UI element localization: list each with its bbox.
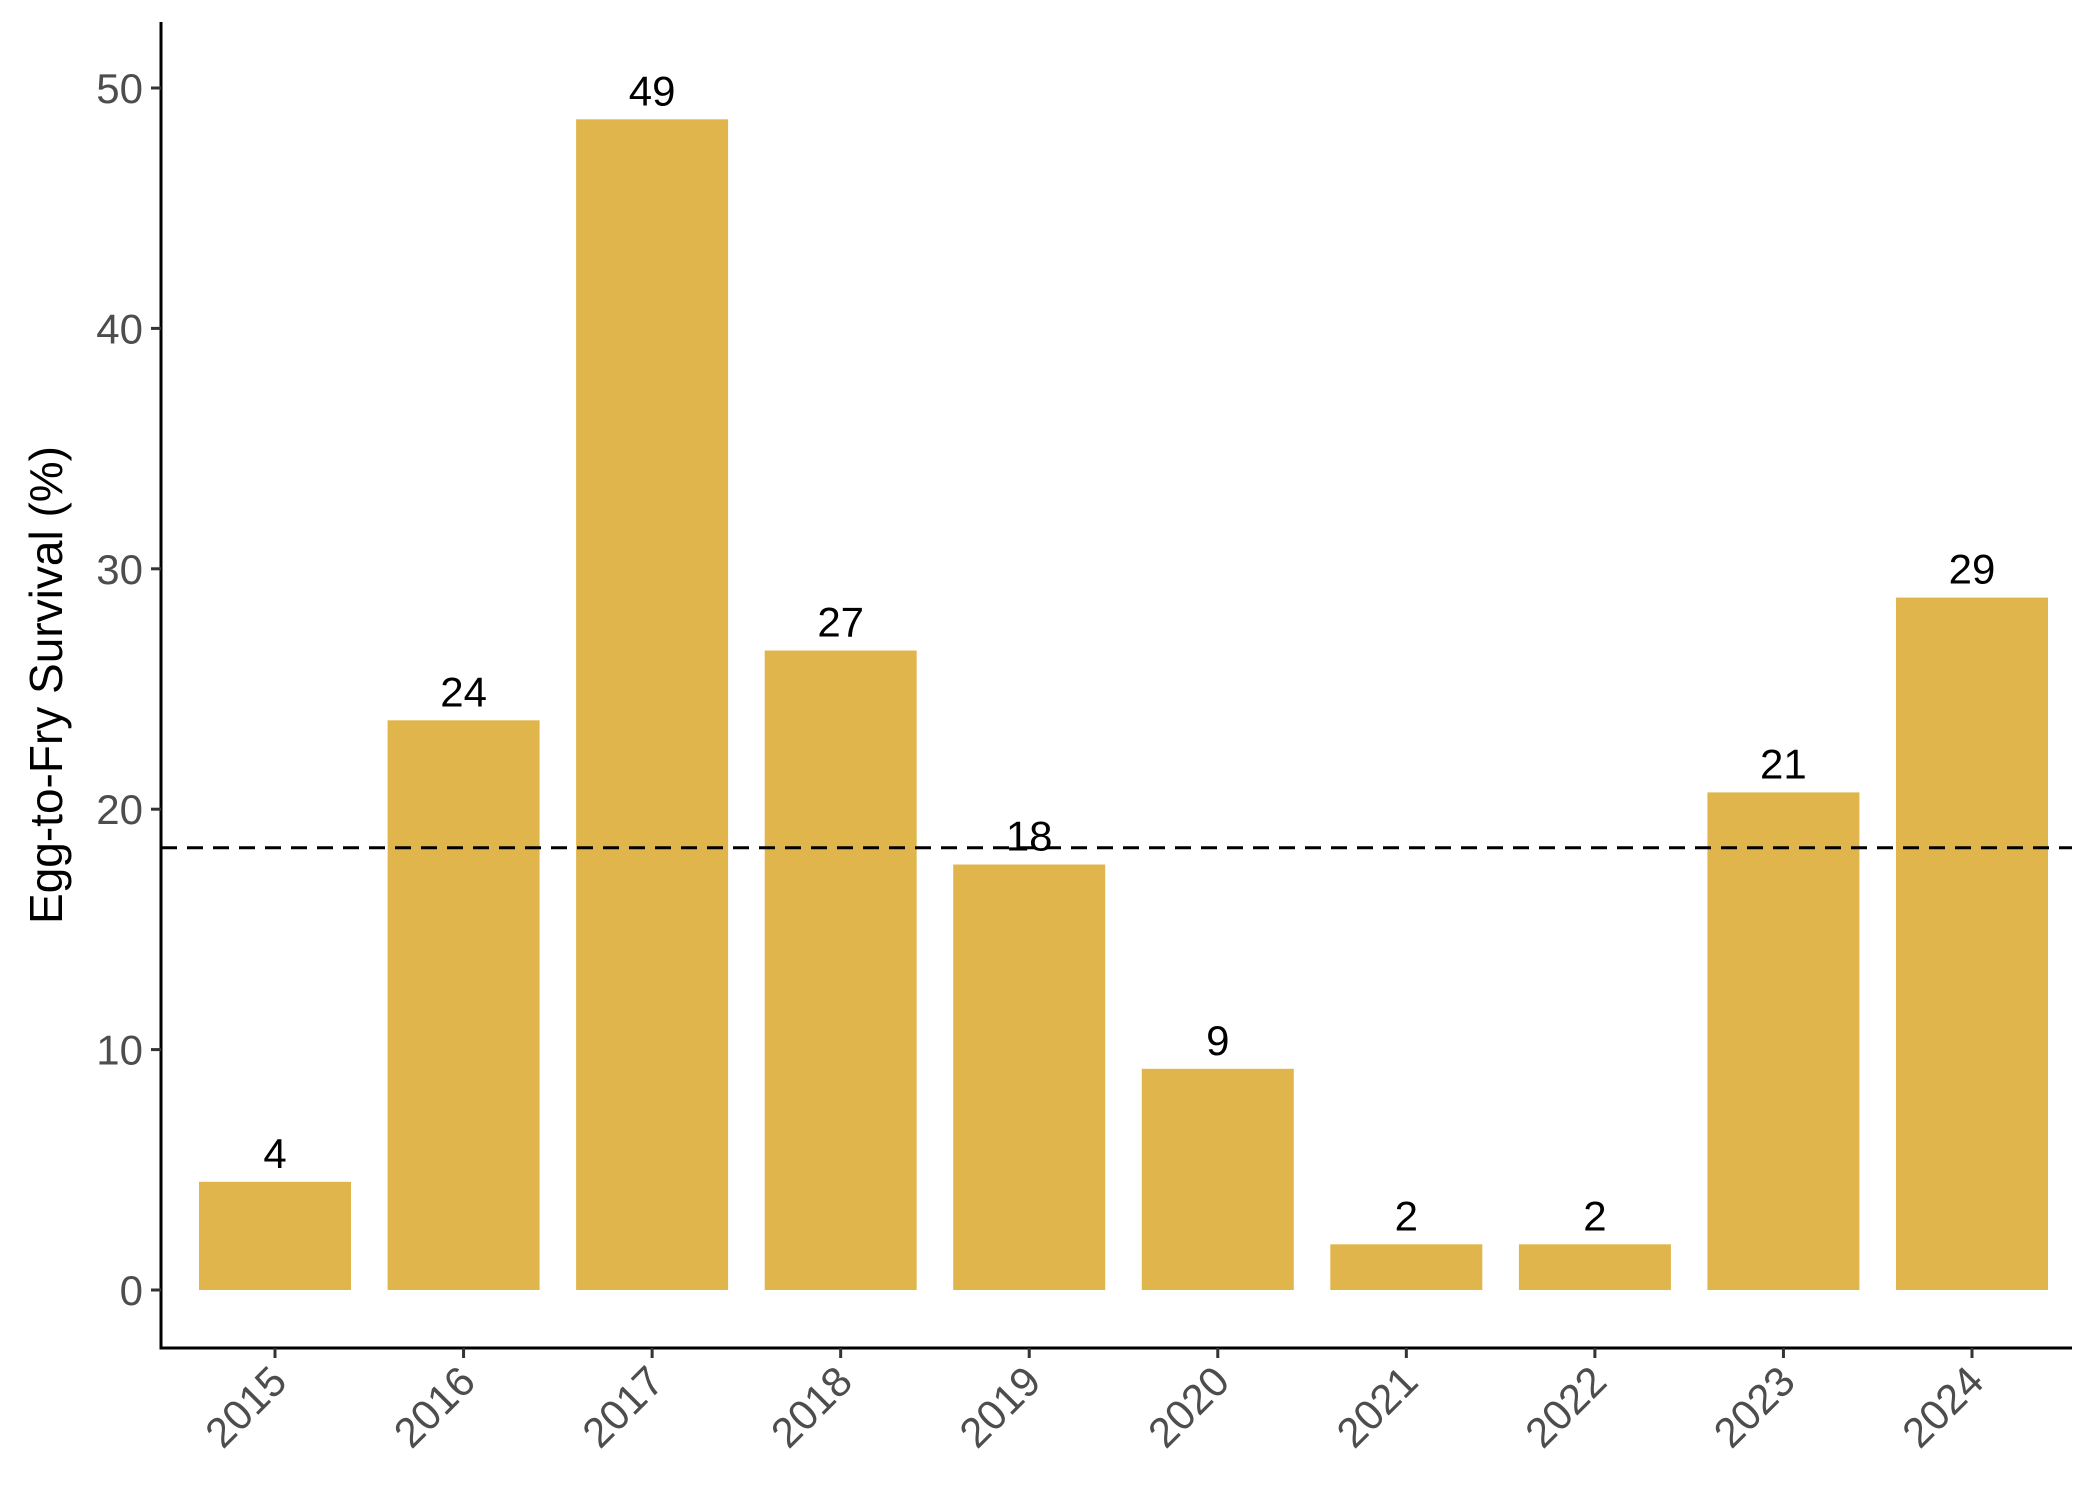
data-label-2017: 49 [629, 67, 676, 114]
y-tick-label-10: 10 [96, 1027, 143, 1074]
bar-2017 [576, 119, 729, 1290]
data-labels-layer: 4 24 49 27 18 9 2 2 21 29 [263, 67, 1995, 1239]
x-tick-label-2021: 2021 [1327, 1357, 1426, 1456]
x-tick-label-2016: 2016 [385, 1357, 484, 1456]
x-tick-label-2015: 2015 [196, 1357, 295, 1456]
data-label-2019: 18 [1006, 813, 1053, 860]
data-label-2024: 29 [1949, 546, 1996, 593]
bar-2023 [1707, 792, 1860, 1290]
y-tick-label-50: 50 [96, 65, 143, 112]
x-tick-label-2017: 2017 [573, 1357, 672, 1456]
y-axis-title: Egg-to-Fry Survival (%) [20, 446, 72, 924]
bar-2016 [387, 720, 540, 1290]
x-tick-label-2019: 2019 [950, 1357, 1049, 1456]
data-label-2018: 27 [817, 599, 864, 646]
y-tick-label-20: 20 [96, 786, 143, 833]
data-label-2015: 4 [263, 1130, 286, 1177]
bar-2022 [1518, 1244, 1671, 1290]
y-tick-label-30: 30 [96, 546, 143, 593]
x-tick-label-2024: 2024 [1893, 1357, 1992, 1456]
y-tick-label-0: 0 [120, 1267, 143, 1314]
y-tick-label-40: 40 [96, 305, 143, 352]
bar-2015 [199, 1181, 351, 1290]
x-tick-label-2022: 2022 [1516, 1357, 1615, 1456]
x-tick-label-2023: 2023 [1704, 1357, 1803, 1456]
bar-2018 [764, 650, 917, 1290]
data-label-2020: 9 [1206, 1017, 1229, 1064]
bar-2021 [1330, 1244, 1483, 1290]
data-label-2016: 24 [440, 668, 487, 715]
data-label-2021: 2 [1395, 1192, 1418, 1239]
bar-2024 [1896, 597, 2048, 1290]
x-tick-label-2018: 2018 [762, 1357, 861, 1456]
bars-layer [199, 119, 2048, 1290]
bar-2020 [1141, 1068, 1294, 1290]
x-tick-label-2020: 2020 [1139, 1357, 1238, 1456]
data-label-2022: 2 [1583, 1192, 1606, 1239]
data-label-2023: 21 [1760, 740, 1807, 787]
bar-2019 [953, 864, 1106, 1290]
